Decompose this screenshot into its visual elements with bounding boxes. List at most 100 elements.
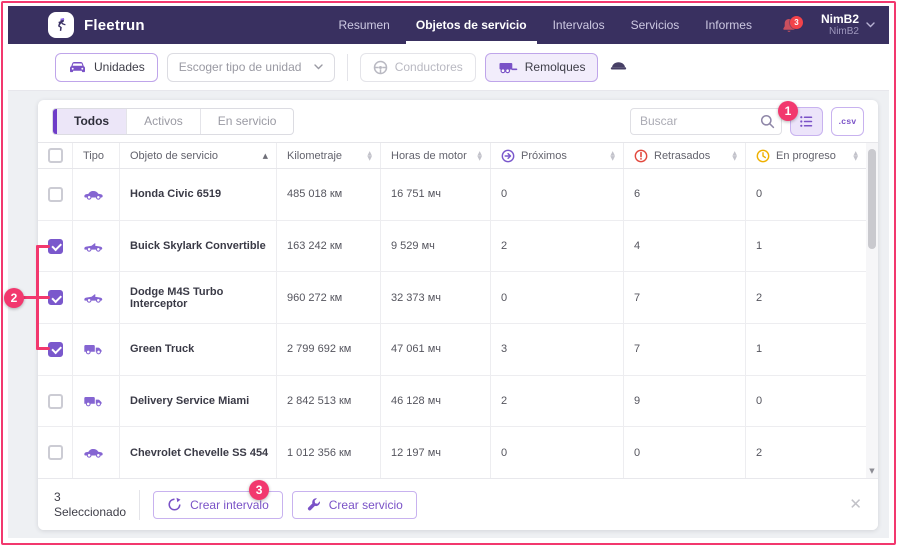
table-row[interactable]: Delivery Service Miami 2 842 513 км 46 1… [38, 375, 866, 428]
fleetrun-logo-icon [48, 12, 74, 38]
in-progress-count: 1 [745, 220, 866, 272]
table: Tipo Objeto de servicio ▲ Kilometraje ▲ ▼ H… [38, 142, 878, 479]
table-header-row: Tipo Objeto de servicio ▲ Kilometraje ▲ ▼ H… [38, 142, 878, 169]
user-menu[interactable]: NimB2 NimB2 [821, 12, 875, 38]
search-icon [760, 114, 775, 129]
create-service-button[interactable]: Crear servicio [291, 490, 417, 519]
annotation-badge-1: 1 [778, 100, 798, 121]
service-objects-card: Todos Activos En servicio [38, 100, 878, 530]
service-object-name: Delivery Service Miami [119, 375, 276, 427]
sort-icons: ▲ ▼ [732, 149, 737, 162]
export-csv-button[interactable]: .csv [831, 106, 864, 136]
row-checkbox[interactable] [47, 445, 63, 461]
overdue-count: 9 [623, 375, 745, 427]
selection-footer: 3 Seleccionado Crear inter [38, 478, 878, 530]
vehicle-type-cell [72, 220, 119, 272]
mileage-value: 485 018 км [276, 169, 380, 220]
nav-item-intervalos[interactable]: Intervalos [552, 18, 605, 32]
vehicle-type-cell [72, 427, 119, 479]
steering-wheel-icon [373, 60, 388, 75]
row-checkbox[interactable] [47, 186, 63, 202]
interval-icon [167, 497, 182, 512]
service-object-name: Honda Civic 6519 [119, 169, 276, 220]
nav-item-objetos-de-servicio[interactable]: Objetos de servicio [403, 6, 540, 44]
conductores-button[interactable]: Conductores [359, 52, 476, 82]
footer-divider [139, 489, 141, 520]
conductores-label: Conductores [394, 60, 463, 74]
header-horas-de-motor[interactable]: Horas de motor ▲ ▼ [380, 143, 490, 168]
table-row[interactable]: Honda Civic 6519 485 018 км 16 751 мч 0 … [38, 169, 866, 221]
vertical-scrollbar[interactable]: ▼ [866, 143, 878, 478]
nav-item-informes[interactable]: Informes [705, 18, 752, 32]
brand[interactable]: Fleetrun [48, 12, 145, 38]
table-toolbar: Todos Activos En servicio [38, 100, 878, 142]
in-progress-count: 0 [745, 375, 866, 427]
table-row[interactable]: Chevrolet Chevelle SS 454 1 012 356 км 1… [38, 427, 866, 479]
table-row[interactable]: Buick Skylark Convertible 163 242 км 9 5… [38, 220, 866, 273]
notification-count-badge: 3 [789, 15, 803, 29]
header-retrasados[interactable]: Retrasados ▲ ▼ [623, 143, 745, 168]
annotation-badge-3: 3 [249, 479, 270, 500]
unidades-label: Unidades [94, 60, 145, 74]
select-all-checkbox[interactable] [47, 148, 63, 163]
overdue-count: 7 [623, 272, 745, 324]
row-checkbox[interactable] [47, 393, 63, 409]
unidades-button[interactable]: Unidades [55, 52, 158, 82]
overdue-count: 6 [623, 169, 745, 220]
tab-todos[interactable]: Todos [57, 108, 127, 134]
table-row[interactable]: Green Truck 2 799 692 км 47 061 мч 3 7 1 [38, 324, 866, 376]
remolques-label: Remolques [524, 60, 586, 74]
service-object-name: Chevrolet Chevelle SS 454 [119, 427, 276, 479]
close-selection-icon[interactable]: ✕ [849, 496, 862, 513]
column-settings-button[interactable]: 1 [778, 100, 823, 136]
upcoming-count: 0 [490, 427, 623, 479]
header-objeto-de-servicio[interactable]: Objeto de servicio ▲ [119, 143, 276, 168]
sedan-icon [83, 446, 104, 459]
tab-activos[interactable]: Activos [126, 108, 200, 134]
scrollbar-thumb[interactable] [868, 149, 876, 249]
upcoming-count: 2 [490, 375, 623, 427]
table-row[interactable]: Dodge M4S Turbo Interceptor 960 272 км 3… [38, 272, 866, 325]
scrollbar-down-arrow[interactable]: ▼ [869, 467, 875, 475]
user-account: NimB2 [828, 26, 859, 38]
mileage-value: 960 272 км [276, 272, 380, 324]
sort-asc-icon: ▲ [262, 151, 268, 160]
convertible-icon [83, 291, 104, 304]
brand-name: Fleetrun [84, 16, 145, 34]
filter-divider [346, 53, 348, 81]
unit-type-select-value: Escoger tipo de unidad [178, 60, 302, 74]
sort-icons: ▲ ▼ [853, 149, 858, 162]
create-interval-button[interactable]: Crear intervalo [153, 490, 283, 519]
search-input[interactable] [630, 107, 782, 135]
chevron-down-icon [314, 64, 323, 70]
overdue-count: 4 [623, 220, 745, 272]
nav-item-resumen[interactable]: Resumen [338, 18, 390, 32]
list-icon [799, 114, 814, 129]
cap-icon[interactable] [609, 61, 628, 73]
notifications-button[interactable]: 3 [781, 15, 803, 34]
active-tab-accent-bar [53, 108, 57, 134]
csv-label: .csv [838, 116, 857, 126]
truck-icon [83, 343, 104, 356]
header-en-progreso[interactable]: En progreso ▲ ▼ [745, 143, 866, 168]
selection-summary: 3 Seleccionado [54, 490, 126, 520]
sort-icons: ▲ ▼ [610, 149, 615, 162]
upcoming-circle-arrow-icon [501, 149, 515, 163]
sort-icons: ▲ ▼ [367, 149, 372, 162]
remolques-button[interactable]: Remolques [484, 52, 599, 82]
tab-en-servicio[interactable]: En servicio [199, 108, 294, 134]
vehicle-type-cell [72, 169, 119, 220]
overdue-count: 0 [623, 427, 745, 479]
header-proximos[interactable]: Próximos ▲ ▼ [490, 143, 623, 168]
unit-type-select[interactable]: Escoger tipo de unidad [166, 52, 335, 82]
nav-item-servicios[interactable]: Servicios [630, 18, 680, 32]
select-all-checkbox-cell [38, 143, 72, 168]
header-tipo[interactable]: Tipo [72, 143, 119, 168]
main-navigation: Resumen Objetos de servicio Intervalos S… [326, 6, 765, 44]
header-kilometraje[interactable]: Kilometraje ▲ ▼ [276, 143, 380, 168]
status-tabs: Todos Activos En servicio [52, 107, 295, 135]
annotation-bracket-stub-top [36, 245, 50, 248]
row-checkbox[interactable] [47, 341, 63, 357]
upcoming-count: 0 [490, 272, 623, 324]
unit-car-icon [68, 61, 87, 74]
